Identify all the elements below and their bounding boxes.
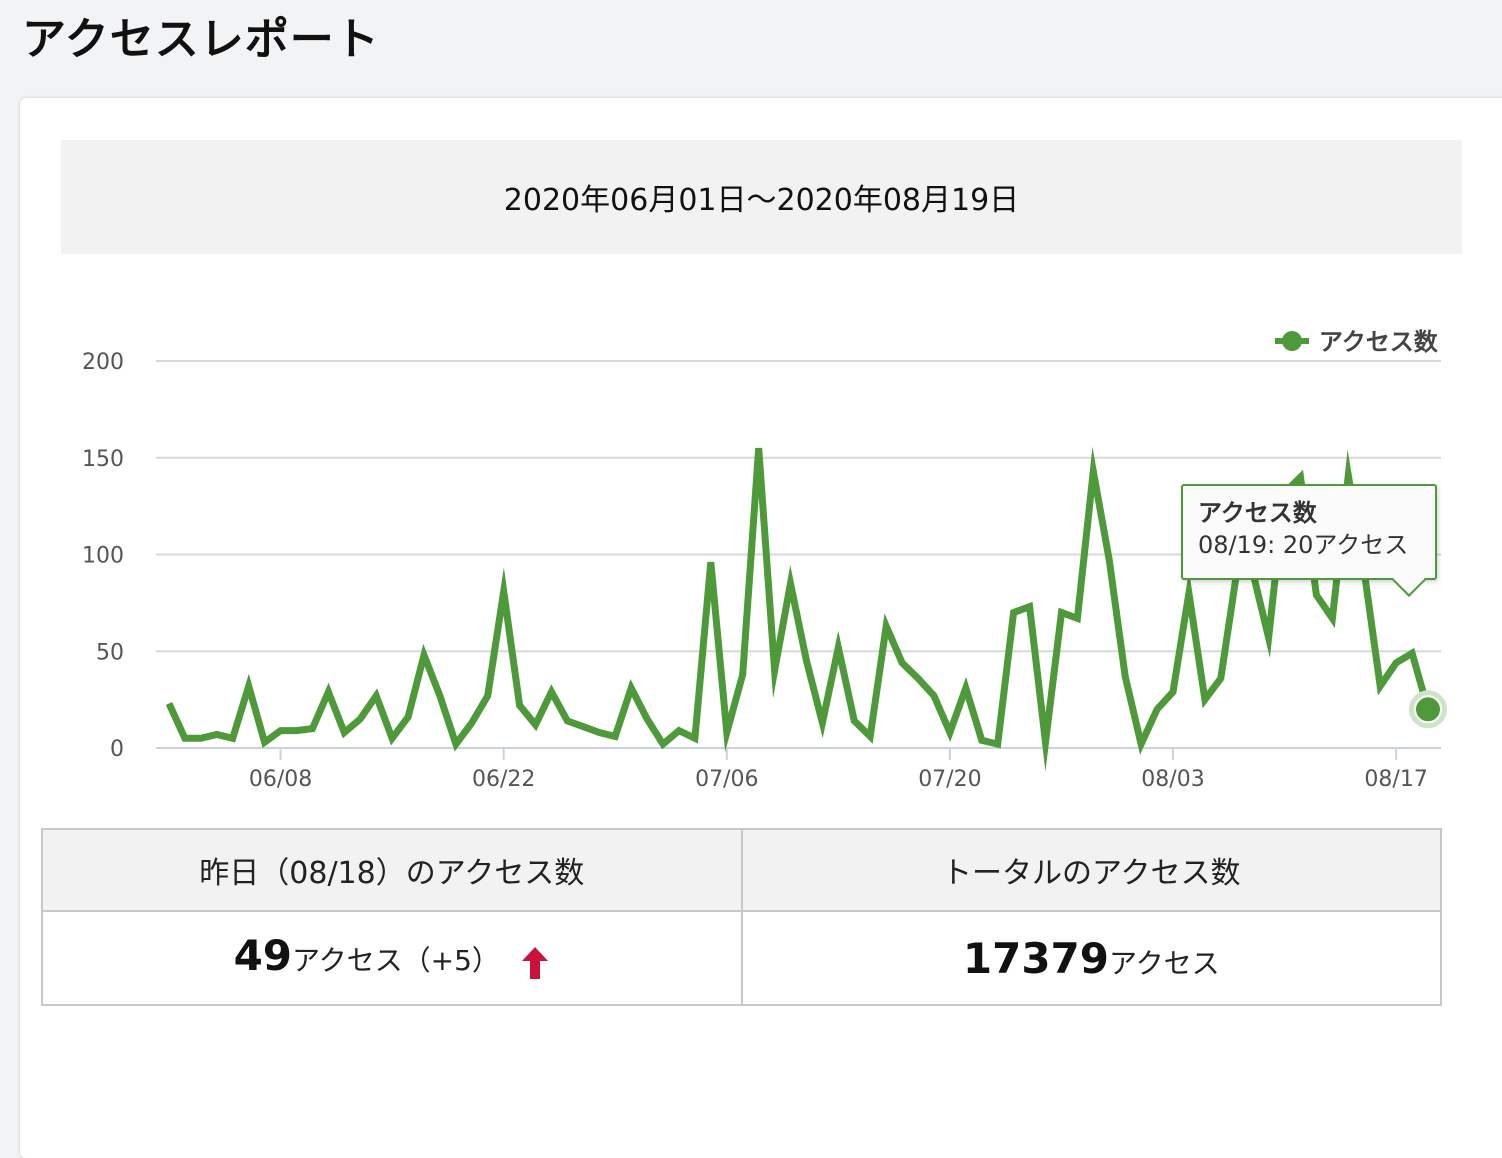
total-header: トータルのアクセス数: [740, 828, 1442, 912]
x-tick-label: 07/06: [695, 767, 758, 792]
x-tick-label: 06/22: [472, 767, 535, 792]
legend-swatch-marker: [1282, 331, 1302, 351]
yesterday-header: 昨日（08/18）のアクセス数: [41, 828, 743, 912]
x-tick-label: 08/03: [1141, 767, 1204, 792]
y-tick-label: 0: [110, 737, 124, 762]
x-tick-label: 08/17: [1364, 767, 1427, 792]
access-line-chart: 0 50 100 150 200 06/08 06/22 07/06 07/20 08/03 08/…: [82, 328, 1447, 792]
y-tick-label: 200: [82, 350, 124, 375]
total-cell: 17379アクセス: [740, 910, 1442, 1006]
page-title: アクセスレポート: [22, 14, 380, 65]
y-tick-label: 50: [96, 640, 124, 665]
yesterday-diff: （+5）: [402, 943, 500, 977]
x-tick-label: 06/08: [249, 767, 312, 792]
total-value: 17379: [962, 933, 1109, 983]
up-arrow-icon: [520, 945, 550, 985]
total-unit: アクセス: [1109, 946, 1220, 980]
stats-table: 昨日（08/18）のアクセス数 トータルのアクセス数 49アクセス（+5） 17…: [41, 828, 1442, 1006]
tooltip-text: 08/19: 20アクセス: [1198, 531, 1409, 559]
x-tick-label: 07/20: [918, 767, 981, 792]
yesterday-unit: アクセス: [292, 943, 403, 977]
chart-tooltip: アクセス数 08/19: 20アクセス: [1181, 484, 1437, 580]
yesterday-value: 49: [233, 930, 293, 980]
tooltip-title: アクセス数: [1198, 499, 1317, 527]
y-tick-label: 100: [82, 544, 124, 569]
yesterday-cell: 49アクセス（+5）: [41, 910, 743, 1006]
highlight-point: [1414, 695, 1442, 724]
legend-label: アクセス数: [1319, 328, 1439, 356]
series-line-access: [165, 446, 1432, 772]
date-range: 2020年06月01日〜2020年08月19日: [61, 140, 1462, 254]
y-tick-label: 150: [82, 447, 124, 472]
